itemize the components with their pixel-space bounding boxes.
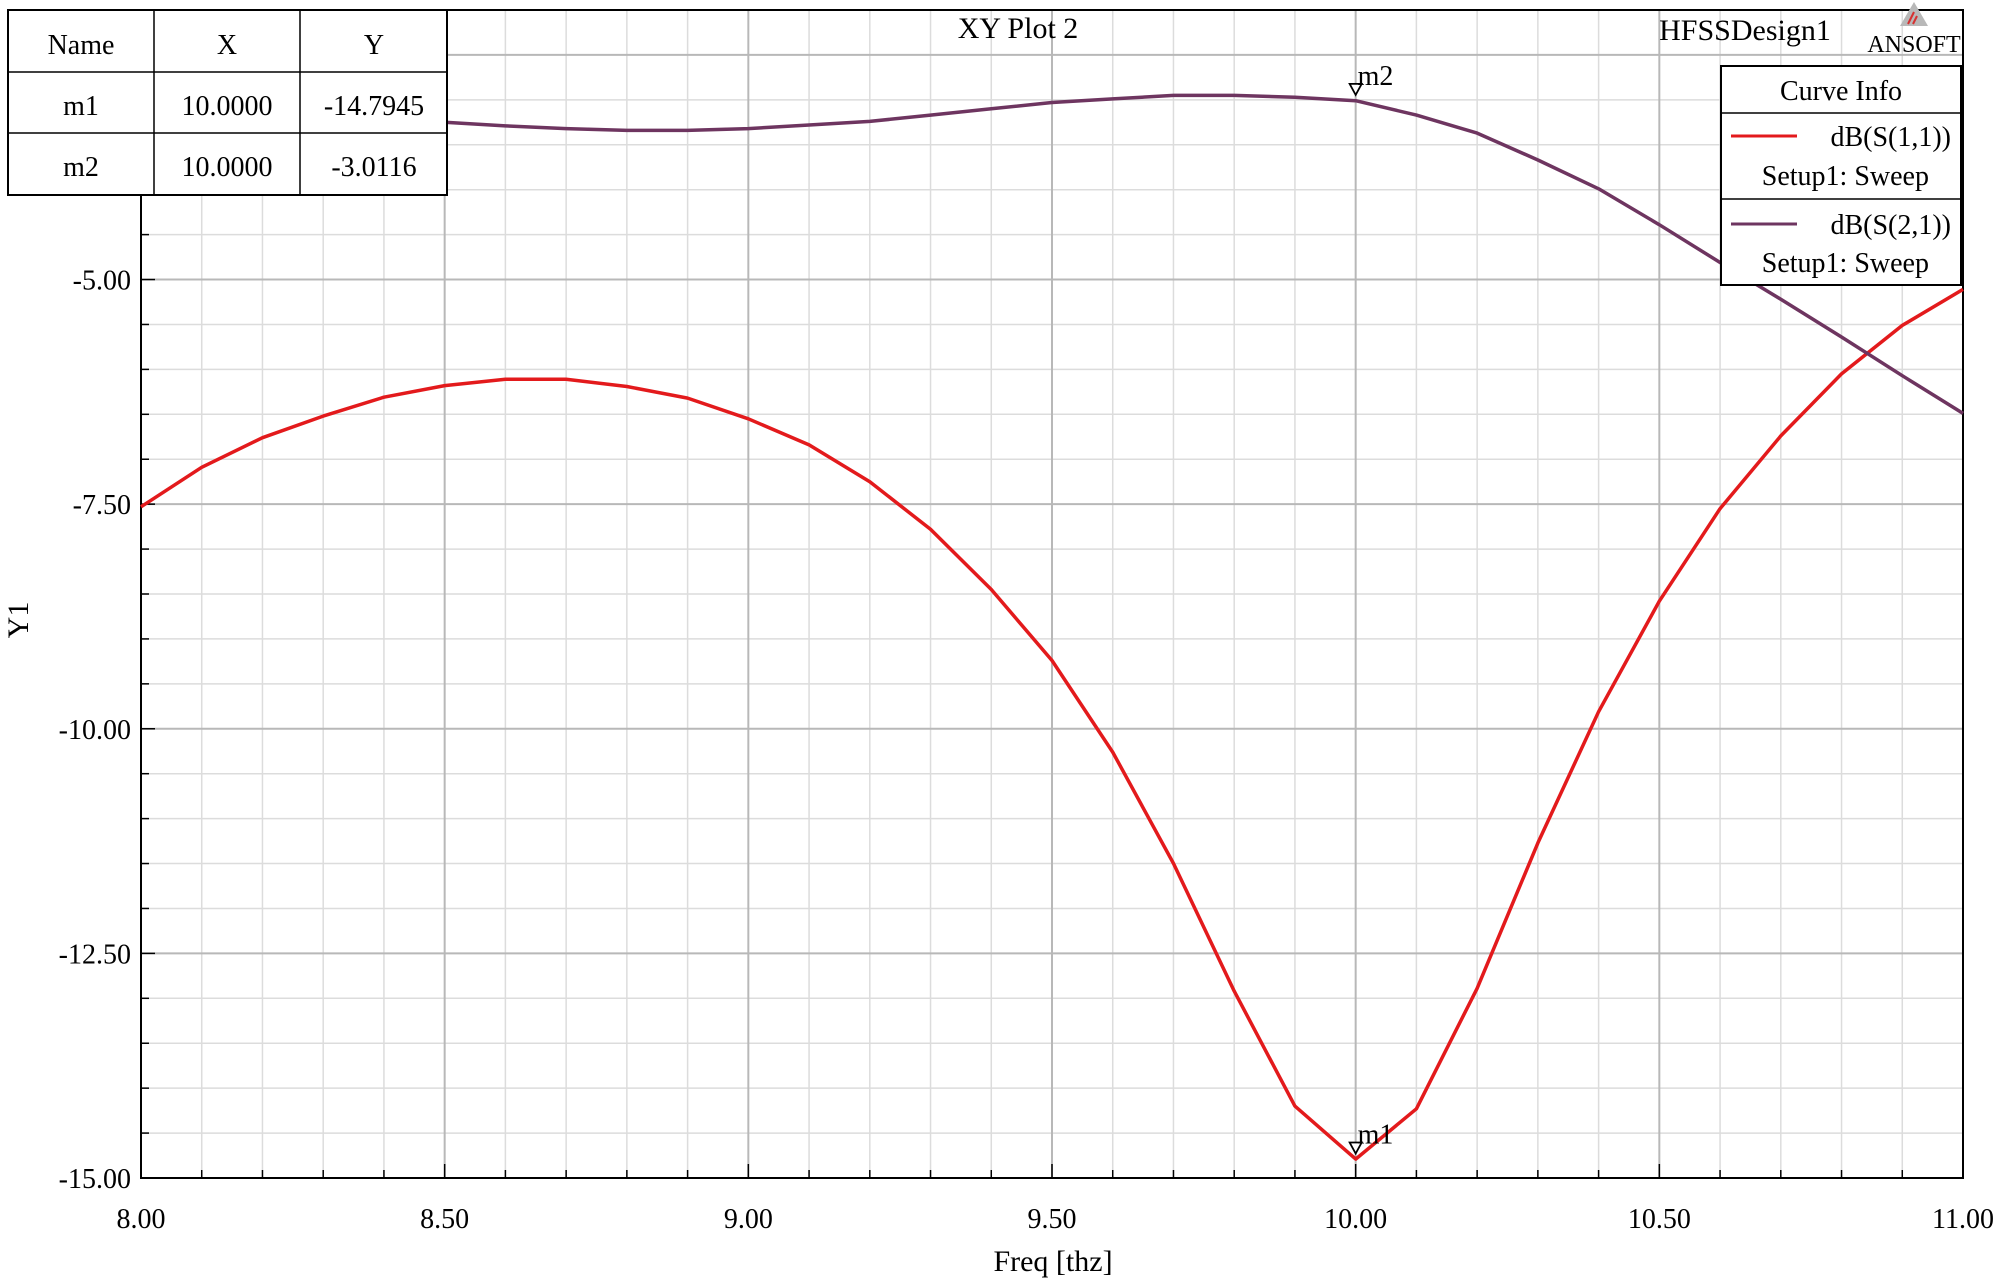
legend-entry-s21-setup: Setup1: Sweep <box>1762 248 1929 279</box>
ansoft-logo: ANSOFT <box>1867 2 1961 58</box>
legend-entry-s11-name: dB(S(1,1)) <box>1830 122 1951 153</box>
marker-layer: m1 m2 <box>1348 61 1394 1156</box>
table-cell-m2-x: 10.0000 <box>182 152 273 183</box>
x-tick-label: 9.50 <box>1028 1204 1077 1235</box>
y-tick-label: -7.50 <box>73 490 131 521</box>
major-gridlines <box>141 10 1963 1178</box>
chart-title: XY Plot 2 <box>958 12 1079 45</box>
marker-table: Name X Y m1 10.0000 -14.7945 m2 10.0000 … <box>7 9 448 196</box>
x-tick-label: 8.00 <box>117 1204 166 1235</box>
design-name: HFSSDesign1 <box>1659 14 1831 47</box>
series-line-s11 <box>140 287 1964 1161</box>
x-tick-label: 11.00 <box>1932 1204 1993 1235</box>
y-tick-label: -12.50 <box>59 939 131 970</box>
table-cell-m1-x: 10.0000 <box>182 91 273 122</box>
legend-frame <box>1720 65 1962 286</box>
x-tick-label: 10.00 <box>1324 1204 1387 1235</box>
table-cell-m2-y: -3.0116 <box>331 152 416 183</box>
y-tick-label: -5.00 <box>73 266 131 297</box>
legend: Curve Info dB(S(1,1)) Setup1: Sweep dB(S… <box>1720 65 1962 286</box>
table-cell-m1-name: m1 <box>63 91 99 122</box>
y-tick-label: -15.00 <box>59 1164 131 1195</box>
x-tick-label: 8.50 <box>420 1204 469 1235</box>
x-tick-label: 10.50 <box>1628 1204 1691 1235</box>
legend-title: Curve Info <box>1780 76 1902 107</box>
table-cell-m2-name: m2 <box>63 152 99 183</box>
marker-m2-triangle <box>1348 82 1364 97</box>
axis-ticks <box>140 9 1964 1179</box>
legend-entry-s11-setup: Setup1: Sweep <box>1762 161 1929 192</box>
x-axis-label: Freq [thz] <box>993 1245 1112 1278</box>
logo-stripe <box>1912 15 1918 25</box>
marker-m1-label: m1 <box>1358 1120 1394 1151</box>
y-axis-label: Y1 <box>2 602 35 639</box>
marker-m2-label: m2 <box>1358 61 1394 92</box>
y-tick-labels: -5.00 -7.50 -10.00 -12.50 -15.00 <box>59 266 131 1195</box>
table-header-y: Y <box>364 30 384 61</box>
y-tick-label: -10.00 <box>59 715 131 746</box>
logo-text: ANSOFT <box>1867 32 1961 58</box>
legend-entry-s21-name: dB(S(2,1)) <box>1830 210 1951 241</box>
table-cell-m1-y: -14.7945 <box>324 91 424 122</box>
logo-stripe <box>1907 11 1915 25</box>
marker-m1-triangle <box>1348 1141 1364 1156</box>
x-tick-labels: 8.00 8.50 9.00 9.50 10.00 10.50 11.00 <box>117 1204 1993 1235</box>
table-header-name: Name <box>48 30 115 61</box>
table-header-x: X <box>217 30 237 61</box>
marker-table-frame <box>7 9 448 196</box>
x-tick-label: 9.00 <box>724 1204 773 1235</box>
